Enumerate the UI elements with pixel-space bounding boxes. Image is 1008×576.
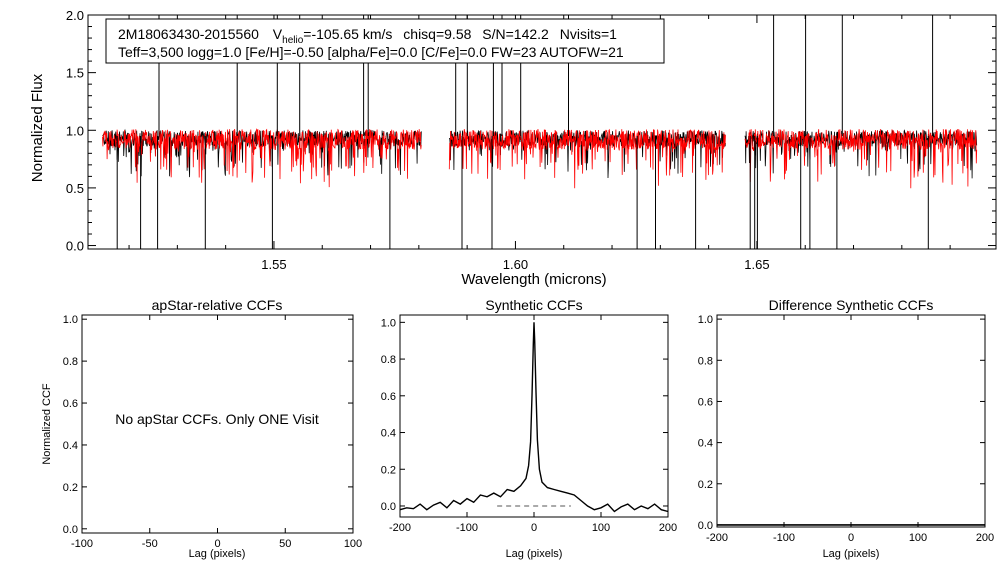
x-tick-label: -100 <box>773 532 795 544</box>
y-tick-label: 0.0 <box>698 520 713 532</box>
y-tick-label: 0.6 <box>381 391 396 403</box>
x-tick-label: 100 <box>344 538 362 550</box>
y-tick-label: 0.8 <box>381 354 396 366</box>
x-tick-label: 0 <box>214 538 220 550</box>
spectrum-xlabel: Wavelength (microns) <box>461 271 606 288</box>
x-tick-label: 50 <box>279 538 291 550</box>
x-tick-label: 200 <box>976 532 994 544</box>
synthetic-ccf-panel: -200 -100 0 100 200 0.0 0.2 0.4 0.6 0.8 1.0 Synthe… <box>381 297 677 560</box>
synthetic-ccf-title: Synthetic CCFs <box>485 297 582 313</box>
x-tick-label: 200 <box>659 522 677 534</box>
y-tick-label: 0.4 <box>63 440 78 452</box>
model-spectrum-line <box>448 128 726 189</box>
vhelio-label: V <box>273 26 283 42</box>
chisq: chisq=9.58 <box>403 26 471 42</box>
difference-ccf-frame <box>716 314 986 528</box>
spectrum-data <box>102 15 978 249</box>
y-tick-label: 0.0 <box>381 501 396 513</box>
y-tick-label: 1.0 <box>698 314 713 326</box>
difference-ccf-title: Difference Synthetic CCFs <box>769 297 934 313</box>
difference-ccf-panel: -200 -100 0 100 200 0.0 0.2 0.4 0.6 0.8 1.0 Differ… <box>698 297 994 560</box>
x-tick-label: -50 <box>142 538 158 550</box>
y-tick-label: 0.4 <box>381 428 396 440</box>
model-spectrum-line <box>744 129 978 189</box>
x-tick-label: -100 <box>456 522 478 534</box>
y-tick-label: 0.0 <box>63 524 78 536</box>
y-tick-label: 0.8 <box>698 355 713 367</box>
y-tick-label: 0.6 <box>63 398 78 410</box>
spectrum-panel: 1.55 1.60 1.65 0.0 0.5 1.0 1.5 2.0 Wavelength (… <box>29 8 997 288</box>
annotation-box <box>105 18 665 64</box>
snr: S/N=142.2 <box>482 26 549 42</box>
y-tick-label: 0.5 <box>66 181 84 196</box>
spectrum-axes: 1.55 1.60 1.65 0.0 0.5 1.0 1.5 2.0 <box>66 8 996 272</box>
x-tick-label: 100 <box>909 532 927 544</box>
y-tick-label: 0.2 <box>698 479 713 491</box>
y-tick-label: 0.2 <box>63 482 78 494</box>
x-tick-label: 0 <box>848 532 854 544</box>
y-tick-label: 0.6 <box>698 396 713 408</box>
y-tick-label: 0.2 <box>381 464 396 476</box>
y-tick-label: 0.0 <box>66 239 84 254</box>
synthetic-ccf-xlabel: Lag (pixels) <box>506 548 563 560</box>
x-tick-label: 1.60 <box>503 257 528 272</box>
annotation-line2: Teff=3,500 logg=1.0 [Fe/H]=-0.50 [alpha/… <box>118 44 624 60</box>
spectrum-plot-frame <box>87 14 997 250</box>
y-tick-label: 1.0 <box>381 317 396 329</box>
apstar-ccf-axes: -100 -50 0 50 100 0.0 0.2 0.4 0.6 0.8 1.0 <box>63 314 362 550</box>
vhelio-value: =-105.65 km/s <box>303 26 392 42</box>
x-tick-label: 1.55 <box>261 257 286 272</box>
y-tick-label: 1.0 <box>63 314 78 326</box>
y-tick-label: 1.5 <box>66 66 84 81</box>
y-tick-label: 1.0 <box>66 123 84 138</box>
x-tick-label: -200 <box>389 522 411 534</box>
apstar-ccf-xlabel: Lag (pixels) <box>189 548 246 560</box>
synthetic-ccf-data <box>399 322 669 513</box>
apstar-ccf-panel: -100 -50 0 50 100 0.0 0.2 0.4 0.6 0.8 1.0 apStar-r… <box>41 297 362 560</box>
y-tick-label: 2.0 <box>66 8 84 23</box>
annotation-line1: 2M18063430-2015560 Vhelio=-105.65 km/s c… <box>118 26 617 46</box>
star-id: 2M18063430-2015560 <box>118 26 259 42</box>
x-tick-label: 0 <box>531 522 537 534</box>
spectrum-ylabel: Normalized Flux <box>29 73 46 182</box>
y-tick-label: 0.8 <box>63 356 78 368</box>
apstar-ccf-title: apStar-relative CCFs <box>152 297 283 313</box>
difference-ccf-axes: -200 -100 0 100 200 0.0 0.2 0.4 0.6 0.8 1.0 <box>698 314 994 544</box>
synthetic-ccf-frame <box>399 314 669 518</box>
synthetic-ccf-axes: -200 -100 0 100 200 0.0 0.2 0.4 0.6 0.8 1.0 <box>381 315 677 534</box>
synthetic-ccf-line <box>399 322 669 513</box>
y-tick-label: 0.4 <box>698 438 713 450</box>
no-ccf-message: No apStar CCFs. Only ONE Visit <box>115 411 319 427</box>
vhelio-sub: helio <box>282 35 304 46</box>
model-spectrum-line <box>102 128 422 188</box>
x-tick-label: -100 <box>71 538 93 550</box>
x-tick-label: 1.65 <box>744 257 769 272</box>
nvisits: Nvisits=1 <box>560 26 617 42</box>
difference-ccf-xlabel: Lag (pixels) <box>823 548 880 560</box>
x-tick-label: -200 <box>706 532 728 544</box>
apstar-ccf-ylabel: Normalized CCF <box>41 383 53 465</box>
x-tick-label: 100 <box>592 522 610 534</box>
